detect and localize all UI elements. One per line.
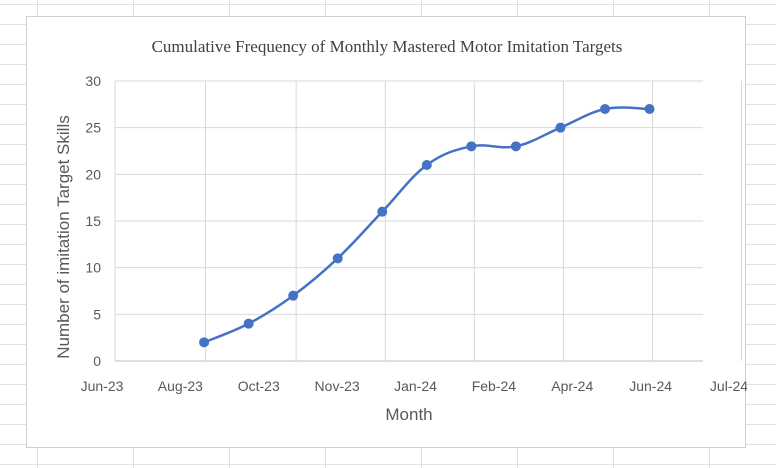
data-point <box>644 104 655 114</box>
x-tick-label: Nov-23 <box>315 378 360 394</box>
chart-area[interactable]: Cumulative Frequency of Monthly Mastered… <box>26 16 747 448</box>
data-point <box>555 122 566 133</box>
gridlines <box>114 80 743 362</box>
x-tick-labels: Jun-23 Aug-23 Oct-23 Nov-23 Jan-24 Feb-24 Apr-… <box>81 378 747 394</box>
x-tick-label: Feb-24 <box>472 378 517 394</box>
data-point <box>377 206 388 217</box>
y-tick-label: 25 <box>85 120 101 136</box>
data-point <box>421 160 432 170</box>
data-point <box>466 141 477 152</box>
line-chart: Cumulative Frequency of Monthly Mastered… <box>54 37 747 424</box>
y-tick-label: 30 <box>85 73 101 89</box>
x-tick-label: Apr-24 <box>551 378 593 394</box>
y-tick-label: 5 <box>93 306 101 322</box>
series-group <box>199 104 655 348</box>
series-line <box>203 106 650 344</box>
data-point <box>600 104 610 114</box>
y-tick-labels: 0 5 10 15 20 25 30 <box>85 73 101 369</box>
x-tick-label: Jan-24 <box>394 378 437 394</box>
y-tick-label: 0 <box>93 353 101 369</box>
data-point <box>332 253 343 264</box>
data-point <box>243 318 254 329</box>
y-tick-label: 15 <box>85 213 101 229</box>
data-point <box>510 141 521 152</box>
x-tick-label: Jul-24 <box>710 378 747 394</box>
y-axis-title: Number of imitation Target Skills <box>54 115 73 358</box>
data-point <box>288 290 299 301</box>
y-tick-label: 10 <box>85 260 101 276</box>
chart-title: Cumulative Frequency of Monthly Mastered… <box>152 37 623 56</box>
x-tick-label: Jun-23 <box>81 378 124 394</box>
x-axis-title: Month <box>385 405 432 424</box>
x-tick-label: Jun-24 <box>629 378 672 394</box>
x-tick-label: Oct-23 <box>238 378 280 394</box>
x-tick-label: Aug-23 <box>158 378 203 394</box>
y-tick-label: 20 <box>85 166 101 182</box>
data-point <box>199 337 210 348</box>
